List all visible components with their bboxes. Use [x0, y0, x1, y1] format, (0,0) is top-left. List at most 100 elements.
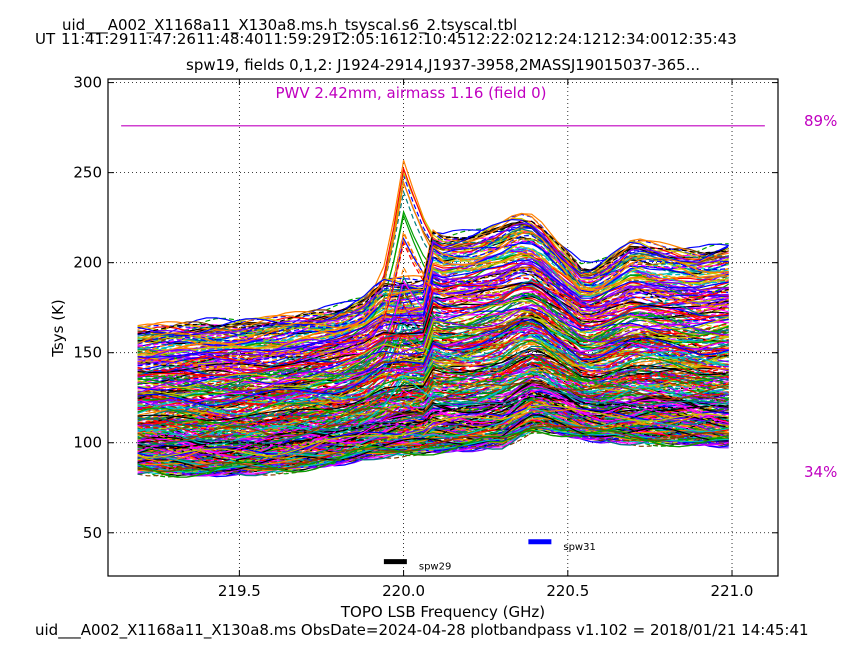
ut-time: 11:48:40 — [196, 30, 263, 48]
pwv-annotation: PWV 2.42mm, airmass 1.16 (field 0) — [275, 84, 546, 102]
tsys-series-line — [137, 333, 729, 417]
ut-time: 12:10:45 — [399, 30, 466, 48]
x-tick-label: 220.0 — [382, 582, 425, 600]
tsys-series-line — [137, 283, 729, 376]
y-tick-label: 200 — [73, 254, 102, 272]
tsys-series-line — [137, 293, 729, 382]
tsys-series-line — [137, 329, 729, 406]
tsys-series-line — [137, 319, 729, 407]
ut-time: 12:35:43 — [669, 30, 736, 48]
y-tick-label: 300 — [73, 74, 102, 92]
tsys-series-line — [137, 329, 729, 417]
transmission-min-label: 34% — [804, 463, 837, 481]
tsys-series-line — [137, 231, 729, 345]
y-tick-label: 150 — [73, 344, 102, 362]
footer-text: uid___A002_X1168a11_X130a8.ms ObsDate=20… — [35, 621, 809, 640]
tsys-series-line — [137, 371, 729, 437]
spw-marker-label: spw31 — [563, 542, 595, 553]
ut-time: 12:34:00 — [602, 30, 669, 48]
series-lines — [137, 160, 730, 478]
ut-time: 12:22:02 — [467, 30, 534, 48]
tsys-series-line — [137, 281, 729, 376]
tsys-series-line — [137, 253, 729, 356]
tsys-series-line — [137, 374, 729, 441]
tsys-series-line — [137, 364, 729, 431]
y-tick-label: 100 — [73, 434, 102, 452]
tsys-series-line — [137, 222, 729, 335]
tsys-series-line — [137, 259, 729, 358]
ut-time: 12:24:12 — [534, 30, 601, 48]
y-axis-label: Tsys (K) — [49, 299, 67, 358]
tsys-series-line — [137, 429, 729, 478]
y-tick-label: 250 — [73, 164, 102, 182]
tsys-series-line — [137, 300, 729, 389]
ut-label: UT — [35, 30, 56, 48]
tsys-series-line — [137, 322, 729, 407]
plot-title: spw19, fields 0,1,2: J1924-2914,J1937-39… — [186, 56, 700, 74]
x-axis-label: TOPO LSB Frequency (GHz) — [340, 603, 545, 621]
tsys-series-line — [137, 290, 729, 394]
tsys-series-line — [137, 304, 729, 394]
tsys-series-line — [137, 372, 729, 437]
tsys-series-line — [137, 371, 729, 446]
tsys-series-line — [137, 213, 729, 332]
tsys-series-line — [137, 318, 729, 409]
transmission-max-label: 89% — [804, 112, 837, 130]
tsys-series-line — [137, 428, 729, 475]
tsys-series-line — [137, 345, 729, 427]
tsys-series-line — [137, 332, 729, 409]
tsys-series-line — [137, 283, 729, 381]
tsys-series-line — [137, 408, 729, 465]
tsys-series-line — [137, 339, 729, 420]
tsys-series-line — [137, 369, 729, 434]
tsys-series-line — [137, 397, 729, 452]
axis-ticks: 219.5 220.0 220.5 221.0 50 100 150 200 250 300 — [73, 74, 778, 600]
tsys-series-line — [137, 360, 729, 429]
tsys-series-line — [137, 241, 729, 348]
tsys-series-line — [137, 341, 729, 420]
tsys-series-line — [137, 384, 729, 454]
x-tick-label: 219.5 — [218, 582, 261, 600]
tsys-series-line — [137, 241, 729, 372]
tsys-series-line — [137, 404, 729, 459]
tsys-series-line — [137, 375, 729, 438]
tsys-series-line — [137, 419, 729, 476]
ut-time: 11:41:29 — [61, 30, 128, 48]
tsys-series-line — [137, 333, 729, 416]
tsys-series-line — [137, 277, 729, 371]
tsys-series-line — [137, 396, 729, 460]
tsys-series-line — [137, 230, 729, 368]
tsys-series-line — [137, 347, 729, 421]
tsys-series-line — [137, 255, 729, 356]
y-tick-label: 50 — [83, 524, 102, 542]
tsys-series-line — [137, 240, 729, 347]
tsys-series-line — [137, 357, 729, 430]
tsys-series-line — [137, 339, 729, 424]
tsys-series-line — [137, 423, 729, 473]
ut-time: 11:59:29 — [264, 30, 331, 48]
axes-frame — [107, 78, 779, 577]
tsys-series-line — [137, 414, 729, 472]
ut-time: 12:05:16 — [331, 30, 398, 48]
tsys-series-line — [137, 412, 729, 474]
tsys-series-line — [137, 404, 729, 458]
tsys-series-line — [137, 316, 729, 397]
x-tick-label: 220.5 — [546, 582, 589, 600]
file-title: uid___A002_X1168a11_X130a8.ms.h_tsyscal.… — [62, 16, 517, 35]
tsys-series-line — [137, 220, 729, 335]
spw-marker-label: spw29 — [419, 562, 451, 573]
tsys-series-line — [137, 298, 729, 392]
tsys-series-line — [137, 354, 729, 425]
tsys-series-line — [137, 393, 729, 449]
x-tick-label: 221.0 — [711, 582, 754, 600]
tsys-series-line — [137, 268, 729, 367]
tsys-series-line — [137, 395, 729, 453]
ut-times: 11:41:29 11:47:26 11:48:40 11:59:29 12:05:16… — [61, 30, 737, 48]
tsys-series-line — [137, 384, 729, 444]
tsys-series-line — [137, 354, 729, 433]
tsys-series-line — [137, 381, 729, 443]
ut-time: 11:47:26 — [129, 30, 196, 48]
tsys-series-line — [137, 425, 729, 473]
spw-markers: spw29 spw31 — [383, 539, 596, 573]
